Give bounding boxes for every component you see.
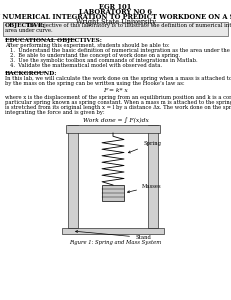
Text: EDUCATIONAL OBJECTIVES:: EDUCATIONAL OBJECTIVES: xyxy=(5,38,102,43)
Text: USE OF NUMERICAL INTEGRATION TO PREDICT WORKDONE ON A SPRING: USE OF NUMERICAL INTEGRATION TO PREDICT … xyxy=(0,13,231,21)
Text: by the mass on the spring can be written using the Hooke’s law as:: by the mass on the spring can be written… xyxy=(5,81,185,86)
Text: Stand: Stand xyxy=(76,230,151,240)
Bar xyxy=(68,125,78,228)
Text: is stretched from its original length x = l by a distance Δx. The work done on t: is stretched from its original length x … xyxy=(5,105,231,110)
Bar xyxy=(3,22,228,36)
Text: Work done = ∫ F(x)dx: Work done = ∫ F(x)dx xyxy=(82,117,149,123)
Text: 2.  Be able to understand the concept of work done on a spring.: 2. Be able to understand the concept of … xyxy=(10,53,180,58)
Text: LABORATORY NO 6: LABORATORY NO 6 xyxy=(79,8,152,16)
Bar xyxy=(66,125,160,133)
Bar xyxy=(148,125,158,228)
Text: 3.  Use the symbolic toolbox and commands of integrations in Matlab.: 3. Use the symbolic toolbox and commands… xyxy=(10,58,198,63)
Text: 4.  Validate the mathematical model with observed data.: 4. Validate the mathematical model with … xyxy=(10,63,162,68)
Text: Wright State University: Wright State University xyxy=(76,18,155,26)
Text: In this lab, we will calculate the work done on the spring when a mass is attach: In this lab, we will calculate the work … xyxy=(5,76,231,81)
Text: OBJECTIVE:: OBJECTIVE: xyxy=(5,23,46,28)
Text: integrating the force and is given by:: integrating the force and is given by: xyxy=(5,110,105,115)
Text: After performing this experiment, students should be able to:: After performing this experiment, studen… xyxy=(5,43,170,48)
Text: 1.  Understand the basic definition of numerical integration as the area under t: 1. Understand the basic definition of nu… xyxy=(10,48,231,53)
Text: where x is the displacement of the spring from an equilibrium position and k is : where x is the displacement of the sprin… xyxy=(5,95,231,100)
Text: F = k* x: F = k* x xyxy=(103,88,128,93)
Text: Figure 1: Spring and Mass System: Figure 1: Spring and Mass System xyxy=(69,240,162,245)
Text: The objective of this laboratory is to illustrate the definition of numerical in: The objective of this laboratory is to i… xyxy=(26,23,231,28)
Text: BACKGROUND:: BACKGROUND: xyxy=(5,71,57,76)
Text: EGR 101: EGR 101 xyxy=(99,3,132,11)
Bar xyxy=(102,185,124,201)
Text: Spring: Spring xyxy=(128,141,161,153)
Text: particular spring known as spring constant. When a mass m is attached to the spr: particular spring known as spring consta… xyxy=(5,100,231,105)
Bar xyxy=(62,228,164,234)
Text: area under curve.: area under curve. xyxy=(5,28,53,34)
Text: Masses: Masses xyxy=(128,184,162,193)
